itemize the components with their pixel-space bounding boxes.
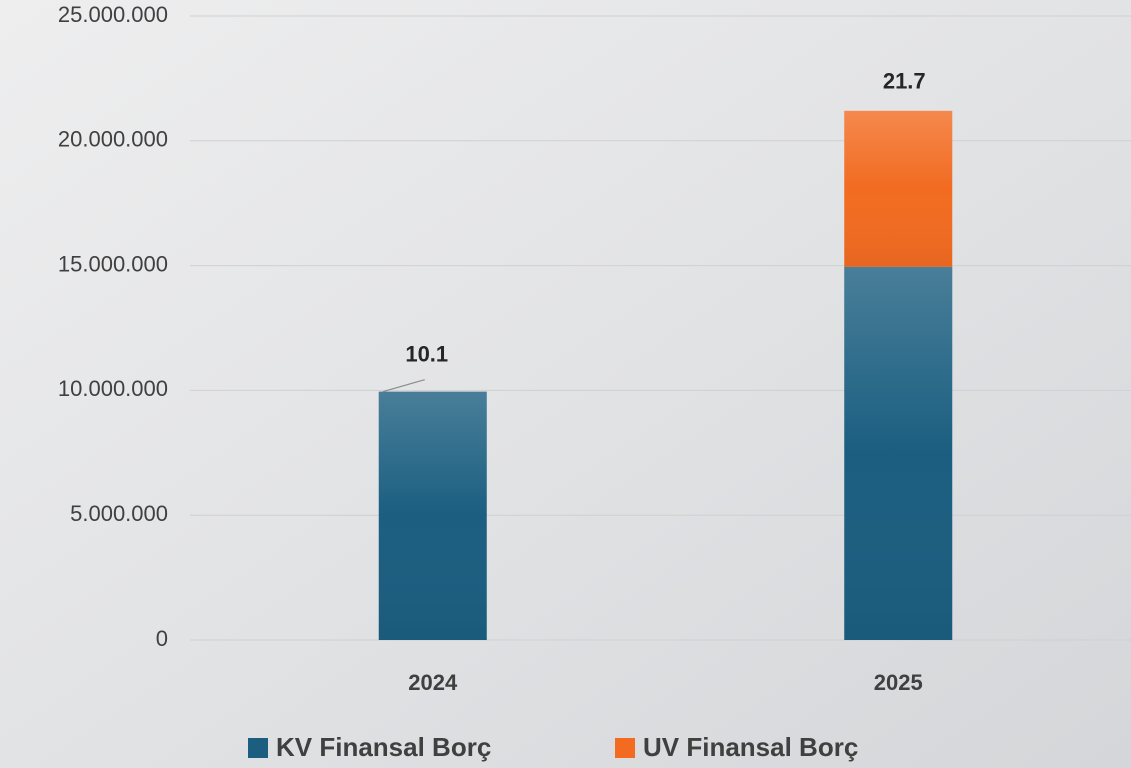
bar-shade xyxy=(844,266,953,640)
leader-line xyxy=(382,379,425,393)
total-label: 10.1 xyxy=(405,341,448,366)
y-tick-label: 25.000.000 xyxy=(58,2,168,27)
y-tick-label: 20.000.000 xyxy=(58,127,168,152)
legend-swatch xyxy=(615,738,635,758)
y-tick-label: 5.000.000 xyxy=(70,501,168,526)
total-label: 21.7 xyxy=(883,69,926,94)
legend-label: KV Finansal Borç xyxy=(276,732,491,762)
x-tick-label: 2025 xyxy=(874,670,923,695)
bar-shade xyxy=(378,391,487,640)
legend-swatch xyxy=(248,738,268,758)
y-tick-label: 15.000.000 xyxy=(58,251,168,276)
x-tick-label: 2024 xyxy=(408,670,458,695)
legend-label: UV Finansal Borç xyxy=(643,732,858,762)
y-tick-label: 10.000.000 xyxy=(58,376,168,401)
bar-shade xyxy=(844,110,953,267)
y-tick-label: 0 xyxy=(156,626,168,651)
